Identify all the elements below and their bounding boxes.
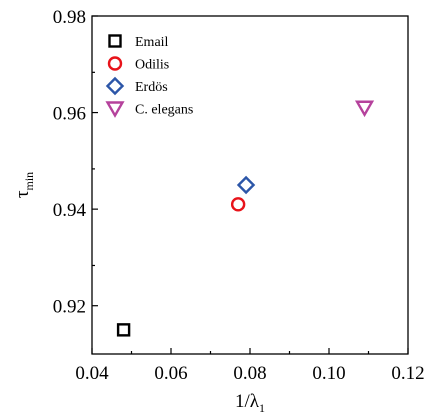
legend: Email Odilis Erdös C. elegans: [105, 34, 193, 118]
data-point: [116, 323, 131, 337]
legend-label: Odilis: [135, 58, 169, 73]
data-points: [116, 100, 375, 337]
x-tick-label: 0.10: [312, 363, 345, 384]
x-axis-title: 1/λ1: [235, 391, 265, 415]
legend-marker: [108, 34, 122, 48]
y-axis-title-main: τ: [12, 190, 33, 198]
y-axis-title-sub: min: [22, 172, 36, 191]
x-tick-label: 0.06: [154, 363, 187, 384]
data-point: [230, 197, 246, 212]
legend-marker: [105, 101, 125, 118]
data-point: [354, 100, 375, 118]
y-tick-label: 0.94: [53, 200, 87, 221]
legend-label: C. elegans: [135, 103, 193, 118]
y-tick-label: 0.92: [53, 297, 86, 318]
ticks: 0.04 0.06 0.08 0.10 0.12 0.92 0.94 0.96 0.98: [53, 7, 425, 384]
legend-marker: [105, 76, 125, 96]
data-point: [236, 175, 256, 195]
x-tick-label: 0.04: [75, 363, 109, 384]
y-axis-title: τmin: [12, 172, 36, 198]
x-axis-title-main: 1/λ: [235, 391, 260, 412]
y-tick-label: 0.96: [53, 104, 86, 125]
y-tick-label: 0.98: [53, 7, 86, 28]
x-tick-label: 0.12: [391, 363, 424, 384]
x-tick-label: 0.08: [233, 363, 266, 384]
legend-label: Email: [135, 35, 169, 50]
x-axis-title-sub: 1: [259, 401, 265, 415]
legend-label: Erdös: [135, 80, 168, 95]
legend-marker: [107, 56, 123, 71]
